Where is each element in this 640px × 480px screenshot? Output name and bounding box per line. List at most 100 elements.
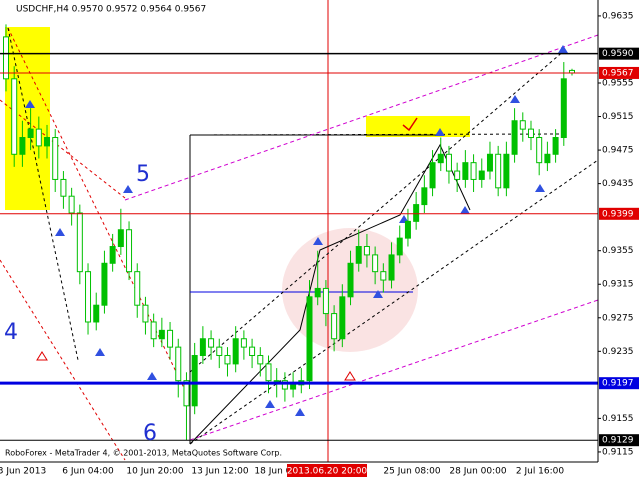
candle-body [281, 380, 288, 390]
candle-body [404, 220, 411, 239]
candle-body [142, 304, 149, 323]
candle-body [413, 204, 420, 222]
channel-line [189, 49, 566, 373]
candle-body [27, 128, 34, 139]
candle-body [93, 304, 100, 323]
check-mark [402, 117, 418, 132]
candle-body [462, 162, 469, 180]
candle-body [380, 271, 387, 281]
x-label-box [287, 464, 367, 477]
candle-body [544, 153, 551, 164]
candle-body [478, 170, 485, 180]
candle-body [486, 153, 493, 172]
x-tick-label: 13 Jun 12:00 [191, 467, 248, 477]
x-tick-label: 25 Jun 08:00 [383, 467, 440, 477]
candle-body [290, 384, 297, 390]
candle-body [355, 246, 362, 264]
channel-line [0, 99, 126, 199]
candle-body [158, 329, 165, 340]
y-tick-label: 0.9235 [602, 347, 634, 357]
candle-body [199, 338, 206, 357]
price-lines [0, 52, 598, 441]
y-tick-label: 0.9355 [602, 246, 634, 256]
candle-body [445, 153, 452, 172]
footer: RoboForex - MetaTrader 4, © 2001-2013, M… [5, 449, 282, 458]
candle-body [216, 346, 223, 357]
y-tick-label: 0.9315 [602, 280, 634, 290]
candle-body [396, 237, 403, 256]
price-label-box [599, 66, 639, 79]
y-tick-label: 0.9275 [602, 313, 634, 323]
candle-body [134, 271, 141, 306]
channel-line [7, 27, 186, 391]
candle-body [117, 229, 124, 248]
candle-body [372, 254, 379, 273]
candle-body [421, 187, 428, 206]
x-tick-label: 2013.06.20 20:00 [287, 467, 368, 477]
candle-body [208, 338, 215, 348]
wave-label: 4 [4, 320, 18, 345]
candle-body [11, 78, 18, 155]
candle-body [109, 246, 116, 264]
candle-body [306, 296, 313, 382]
candle-body [35, 128, 42, 147]
candle-body [331, 313, 338, 340]
candle-body [429, 162, 436, 189]
price-label-box [599, 47, 639, 60]
candle-body [273, 380, 280, 383]
y-tick-label: 0.9635 [602, 11, 634, 21]
candle-body [437, 153, 444, 164]
candles [3, 24, 575, 441]
y-tick-label: 0.9475 [602, 146, 634, 156]
candle-body [347, 262, 354, 298]
y-tick-label: 0.9435 [602, 179, 634, 189]
candle-body [322, 287, 329, 315]
candle-body [363, 246, 370, 256]
candle-body [249, 346, 256, 357]
candle-body [339, 296, 346, 340]
channel-line [189, 299, 599, 441]
candle-body [44, 137, 51, 147]
candle-body [511, 120, 518, 155]
x-tick-label: 10 Jun 20:00 [126, 467, 183, 477]
x-tick-label: 2 Jul 16:00 [516, 467, 565, 477]
wave-line [7, 27, 79, 361]
candle-body [503, 153, 510, 189]
candle-body [191, 355, 198, 407]
x-tick-label: 28 Jun 00:00 [449, 467, 506, 477]
wave-line [189, 143, 471, 445]
candle-body [257, 355, 264, 365]
candle-body [224, 355, 231, 365]
price-label-box [599, 377, 639, 390]
arrow [344, 371, 356, 381]
chart-title: USDCHF,H4 0.9570 0.9572 0.9564 0.9567 [16, 5, 206, 15]
candle-body [183, 380, 190, 407]
candle-body [536, 137, 543, 164]
x-tick-label: 3 Jun 2013 [0, 467, 46, 477]
candle-body [527, 128, 534, 139]
wave-label: 5 [136, 162, 150, 187]
wave-label: 6 [143, 421, 157, 446]
candle-body [265, 363, 272, 382]
candle-body [68, 195, 75, 214]
price-label-box [599, 434, 639, 447]
candle-body [101, 262, 108, 306]
candle-body [85, 271, 92, 323]
y-tick-label: 0.9115 [602, 447, 634, 457]
candle-body [19, 137, 26, 155]
price-label: 0.9567 [602, 68, 634, 78]
x-tick-label: 18 Jun 04:00 [254, 467, 311, 477]
channel-line [189, 159, 599, 445]
candle-body [167, 329, 174, 348]
y-tick-label: 0.9515 [602, 112, 634, 122]
x-tick-label: 6 Jun 04:00 [62, 467, 114, 477]
candle-body [314, 287, 321, 298]
price-label: 0.9399 [602, 209, 634, 219]
candle-body [552, 137, 559, 155]
candle-body [519, 120, 526, 130]
price-label: 0.9129 [602, 436, 634, 446]
price-label-box [599, 207, 639, 220]
price-label: 0.9590 [602, 49, 634, 59]
arrow [36, 351, 48, 361]
